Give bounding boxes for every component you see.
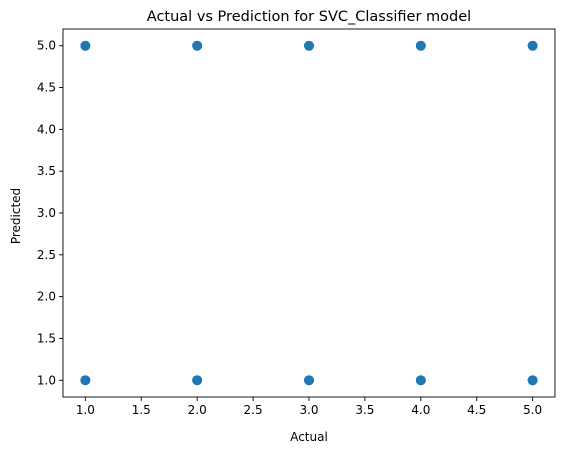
data-point xyxy=(528,41,537,50)
y-tick-label: 2.0 xyxy=(37,290,56,304)
y-tick-label: 4.0 xyxy=(37,122,56,136)
x-tick-label: 1.0 xyxy=(76,403,95,417)
x-tick-label: 2.0 xyxy=(188,403,207,417)
x-axis-label: Actual xyxy=(290,430,328,444)
y-tick-label: 3.5 xyxy=(37,164,56,178)
data-point xyxy=(193,376,202,385)
data-point xyxy=(304,41,313,50)
data-point xyxy=(416,376,425,385)
plot-frame xyxy=(63,29,555,397)
data-point xyxy=(81,41,90,50)
data-point xyxy=(304,376,313,385)
data-point xyxy=(81,376,90,385)
x-tick-label: 3.5 xyxy=(355,403,374,417)
data-point xyxy=(528,376,537,385)
data-point xyxy=(416,41,425,50)
y-tick-label: 1.5 xyxy=(37,331,56,345)
chart-title: Actual vs Prediction for SVC_Classifier … xyxy=(147,9,471,25)
x-tick-label: 4.0 xyxy=(411,403,430,417)
x-tick-label: 4.5 xyxy=(467,403,486,417)
x-tick-label: 3.0 xyxy=(299,403,318,417)
x-tick-label: 2.5 xyxy=(244,403,263,417)
y-tick-label: 1.0 xyxy=(37,373,56,387)
x-tick-label: 1.5 xyxy=(132,403,151,417)
plot-area: 1.0 1.5 2.0 2.5 3.0 3.5 4.0 4.5 5.0 1.0 1.5 2.0 2.5 3… xyxy=(37,29,555,417)
y-tick-label: 5.0 xyxy=(37,39,56,53)
y-axis-label: Predicted xyxy=(9,188,23,244)
y-tick-label: 3.0 xyxy=(37,206,56,220)
x-tick-label: 5.0 xyxy=(523,403,542,417)
data-point xyxy=(193,41,202,50)
y-tick-label: 2.5 xyxy=(37,248,56,262)
y-tick-label: 4.5 xyxy=(37,81,56,95)
